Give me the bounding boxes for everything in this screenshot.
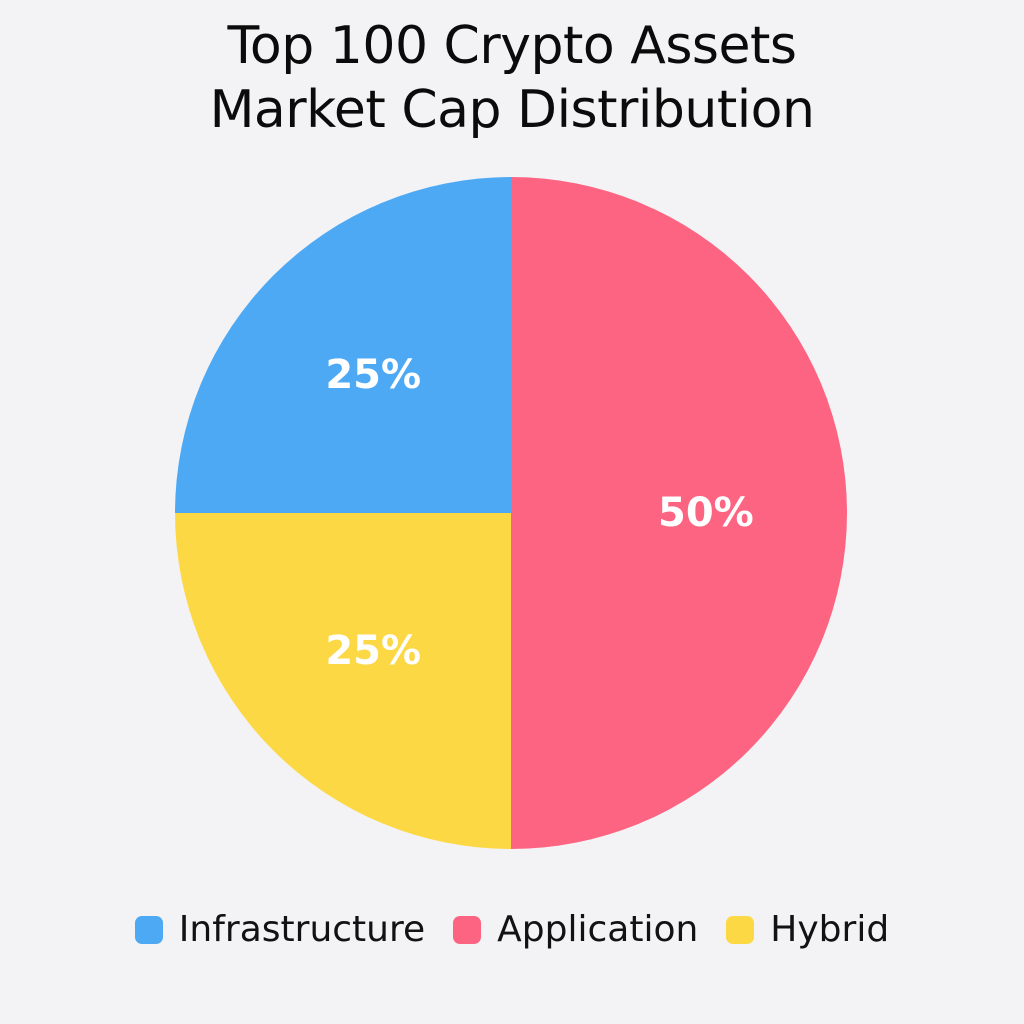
- legend-swatch-infrastructure: [134, 916, 163, 944]
- chart-title-line-2: Market Cap Distribution: [209, 80, 815, 140]
- legend-label-infrastructure: Infrastructure: [178, 909, 426, 950]
- legend-item-hybrid: Hybrid: [726, 908, 889, 952]
- legend-label-application: Application: [497, 909, 699, 950]
- slice-label-hybrid: 25%: [325, 628, 421, 674]
- pie-slice-application: [511, 177, 847, 849]
- legend-swatch-application: [453, 916, 482, 944]
- chart-title-line-1: Top 100 Crypto Assets: [227, 16, 798, 76]
- slice-label-infrastructure: 25%: [325, 352, 421, 398]
- chart-legend: Infrastructure Application Hybrid: [0, 906, 1024, 954]
- legend-swatch-hybrid: [726, 916, 755, 944]
- chart-title: Top 100 Crypto Assets Market Cap Distrib…: [0, 14, 1024, 142]
- legend-item-infrastructure: Infrastructure: [134, 908, 426, 952]
- pie-slice-hybrid: [175, 513, 511, 849]
- pie-slice-infrastructure: [175, 177, 511, 513]
- legend-label-hybrid: Hybrid: [770, 909, 890, 950]
- slice-label-application: 50%: [658, 490, 754, 536]
- legend-item-application: Application: [453, 908, 698, 952]
